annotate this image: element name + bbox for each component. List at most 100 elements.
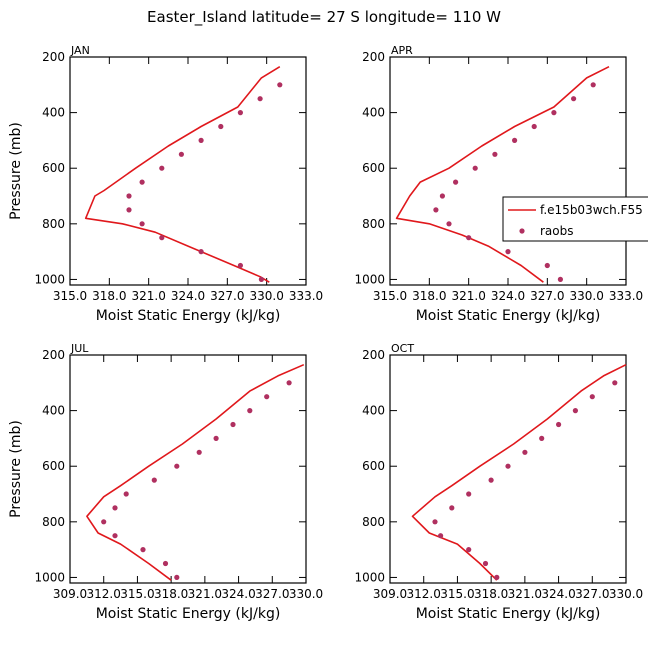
raobs-point: [159, 235, 165, 241]
x-tick-label: 321.0: [508, 587, 542, 601]
x-tick-label: 315.0: [120, 587, 154, 601]
plot-frame: [389, 354, 627, 584]
chart-panel-jul: JUL 200 400 600 800 1000 309.0 312.0 315.0 318.0 3…: [8, 342, 323, 622]
raobs-point: [112, 533, 118, 539]
y-tick-label: 600: [42, 459, 65, 473]
raobs-point: [589, 394, 595, 400]
y-tick-label: 200: [42, 348, 65, 362]
raobs-point: [101, 519, 107, 525]
x-tick-label: 333.0: [609, 289, 643, 303]
raobs-point: [453, 179, 459, 185]
raobs-point: [198, 249, 204, 255]
y-tick-label: 600: [362, 161, 385, 175]
panel-label: JAN: [70, 44, 90, 57]
raobs-point: [258, 276, 264, 282]
model-profile-line: [411, 363, 627, 581]
legend-obs-label: raobs: [540, 224, 574, 238]
x-tick-label: 330.0: [289, 587, 323, 601]
y-tick-label: 200: [362, 50, 385, 64]
figure-title: Easter_Island latitude= 27 S longitude= …: [147, 8, 501, 27]
y-tick-label: 400: [362, 404, 385, 418]
y-tick-label: 800: [42, 515, 65, 529]
y-axis-label: Pressure (mb): [8, 420, 24, 518]
raobs-point: [123, 491, 129, 497]
x-tick-label: 324.0: [491, 289, 525, 303]
raobs-point: [159, 165, 165, 171]
model-profile-line: [84, 66, 281, 283]
panel-label: APR: [391, 44, 413, 57]
raobs-point: [494, 574, 500, 581]
y-tick-label: 200: [362, 348, 385, 362]
x-tick-label: 324.0: [541, 587, 575, 601]
raobs-point: [492, 151, 498, 157]
raobs-point: [198, 137, 204, 143]
raobs-point: [539, 435, 545, 441]
raobs-point: [446, 221, 452, 227]
y-tick-label: 1000: [354, 272, 385, 286]
y-tick-label: 1000: [34, 272, 65, 286]
raobs-point: [230, 421, 236, 428]
y-tick-label: 400: [42, 404, 65, 418]
raobs-point: [178, 151, 184, 157]
y-tick-label: 800: [362, 515, 385, 529]
raobs-point: [196, 449, 202, 455]
raobs-point: [213, 435, 219, 441]
x-axis-label: Moist Static Energy (kJ/kg): [416, 308, 601, 324]
x-tick-label: 327.0: [210, 289, 244, 303]
raobs-point: [286, 380, 292, 386]
x-tick-label: 330.0: [249, 289, 283, 303]
x-tick-label: 309.0: [53, 587, 87, 601]
x-tick-label: 327.0: [255, 587, 289, 601]
y-tick-label: 600: [42, 161, 65, 175]
raobs-point: [247, 408, 253, 414]
raobs-point: [174, 463, 180, 469]
raobs-point: [126, 207, 132, 213]
chart-panel-jan: JAN 200 400 600 800 1000 315.0 318.0 321.0 324.0 3…: [8, 44, 323, 324]
raobs-point: [511, 137, 518, 143]
raobs-point: [237, 262, 243, 269]
raobs-point: [237, 110, 243, 116]
raobs-point: [449, 505, 455, 511]
x-tick-label: 321.0: [131, 289, 165, 303]
y-tick-label: 800: [362, 217, 385, 231]
raobs-point: [174, 574, 180, 581]
raobs-point: [556, 421, 562, 428]
raobs-point: [466, 491, 472, 497]
panel-label: JUL: [70, 342, 89, 355]
panel-label: OCT: [391, 342, 414, 355]
raobs-point: [140, 547, 146, 553]
legend-model-label: f.e15b03wch.F55: [540, 203, 643, 217]
raobs-point: [218, 123, 224, 130]
raobs-point: [264, 394, 270, 400]
raobs-point: [488, 477, 494, 483]
x-tick-label: 318.0: [412, 289, 446, 303]
x-tick-label: 318.0: [154, 587, 188, 601]
x-tick-label: 315.0: [53, 289, 87, 303]
x-axis-label: Moist Static Energy (kJ/kg): [96, 606, 281, 622]
x-tick-label: 312.0: [87, 587, 121, 601]
raobs-point: [438, 533, 444, 539]
x-axis-label: Moist Static Energy (kJ/kg): [416, 606, 601, 622]
y-tick-label: 400: [42, 106, 65, 120]
plot-frame: [69, 56, 307, 286]
x-tick-label: 327.0: [530, 289, 564, 303]
x-tick-label: 330.0: [609, 587, 643, 601]
x-tick-label: 327.0: [575, 587, 609, 601]
raobs-point: [482, 560, 489, 567]
raobs-point: [112, 505, 118, 511]
raobs-point: [544, 262, 550, 269]
raobs-point: [151, 477, 157, 483]
x-axis-label: Moist Static Energy (kJ/kg): [96, 308, 281, 324]
y-tick-label: 1000: [34, 570, 65, 584]
raobs-point: [257, 96, 263, 102]
raobs-point: [432, 519, 438, 525]
x-tick-label: 318.0: [474, 587, 508, 601]
x-tick-label: 312.0: [407, 587, 441, 601]
x-tick-label: 324.0: [221, 587, 255, 601]
legend-obs-marker: [519, 228, 525, 234]
legend: f.e15b03wch.F55 raobs: [502, 196, 648, 242]
x-tick-label: 324.0: [171, 289, 205, 303]
raobs-point: [505, 463, 511, 469]
x-tick-label: 315.0: [373, 289, 407, 303]
